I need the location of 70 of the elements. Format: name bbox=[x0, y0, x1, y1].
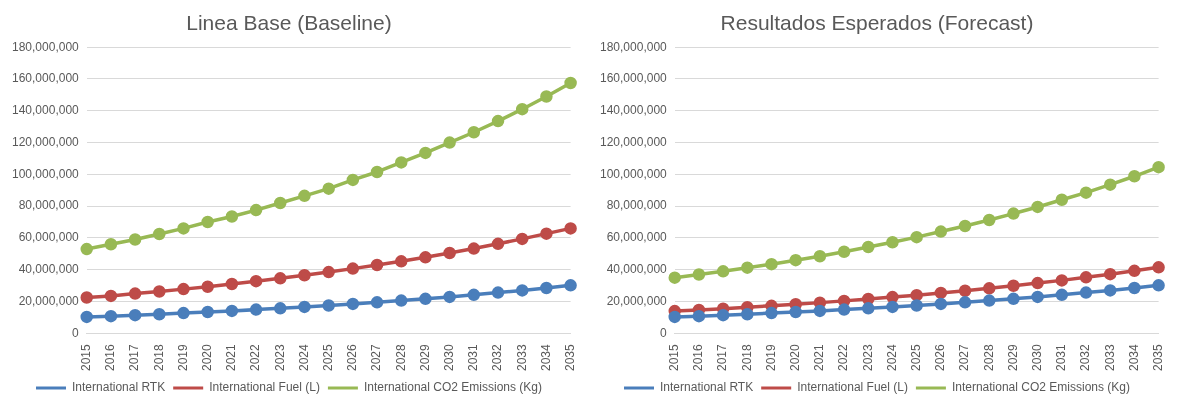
x-tick-label: 2019 bbox=[763, 343, 778, 372]
x-tick-label: 2020 bbox=[200, 343, 215, 372]
x-tick-label: 2030 bbox=[441, 343, 456, 372]
y-tick-label: 80,000,000 bbox=[606, 198, 668, 213]
y-tick-label: 40,000,000 bbox=[606, 262, 668, 277]
legend-label: International CO2 Emissions (Kg) bbox=[951, 380, 1130, 395]
y-tick-label: 100,000,000 bbox=[12, 166, 80, 181]
x-tick-label: 2030 bbox=[1029, 343, 1044, 372]
x-tick-label: 2020 bbox=[788, 343, 803, 372]
x-tick-label: 2015 bbox=[667, 343, 682, 372]
x-tick-label: 2029 bbox=[1005, 343, 1020, 372]
x-tick-label: 2019 bbox=[175, 343, 190, 372]
y-tick-label: 0 bbox=[72, 325, 80, 340]
chart-title: Linea Base (Baseline) bbox=[186, 11, 392, 35]
x-tick-label: 2033 bbox=[514, 343, 529, 372]
y-tick-label: 120,000,000 bbox=[600, 134, 668, 149]
legend-label: International Fuel (L) bbox=[797, 380, 908, 395]
y-tick-label: 160,000,000 bbox=[12, 71, 80, 86]
x-tick-label: 2035 bbox=[562, 343, 577, 372]
y-tick-label: 180,000,000 bbox=[12, 39, 80, 54]
y-tick-label: 140,000,000 bbox=[12, 103, 80, 118]
y-tick-label: 100,000,000 bbox=[600, 166, 668, 181]
x-tick-label: 2024 bbox=[884, 343, 899, 372]
chart-title: Resultados Esperados (Forecast) bbox=[720, 11, 1034, 35]
x-tick-label: 2022 bbox=[836, 343, 851, 372]
x-tick-label: 2031 bbox=[1054, 343, 1069, 372]
y-tick-label: 140,000,000 bbox=[600, 103, 668, 118]
x-tick-label: 2015 bbox=[79, 343, 94, 372]
x-tick-label: 2021 bbox=[812, 343, 827, 372]
y-tick-label: 120,000,000 bbox=[12, 134, 80, 149]
x-tick-label: 2034 bbox=[538, 343, 553, 372]
x-tick-label: 2023 bbox=[272, 343, 287, 372]
x-tick-label: 2023 bbox=[860, 343, 875, 372]
legend-label: International RTK bbox=[72, 380, 166, 395]
x-tick-label: 2016 bbox=[103, 343, 118, 372]
x-tick-label: 2028 bbox=[981, 343, 996, 372]
y-tick-label: 80,000,000 bbox=[18, 198, 80, 213]
x-tick-label: 2028 bbox=[393, 343, 408, 372]
x-tick-label: 2027 bbox=[369, 343, 384, 372]
y-tick-label: 0 bbox=[660, 325, 668, 340]
x-tick-label: 2026 bbox=[345, 343, 360, 372]
y-tick-label: 60,000,000 bbox=[18, 230, 80, 245]
x-tick-label: 2031 bbox=[466, 343, 481, 372]
y-tick-label: 180,000,000 bbox=[600, 39, 668, 54]
x-tick-label: 2018 bbox=[739, 343, 754, 372]
x-tick-label: 2017 bbox=[715, 343, 730, 372]
x-tick-label: 2025 bbox=[908, 343, 923, 372]
x-tick-label: 2026 bbox=[933, 343, 948, 372]
x-tick-label: 2025 bbox=[320, 343, 335, 372]
x-tick-label: 2018 bbox=[151, 343, 166, 372]
x-tick-label: 2034 bbox=[1126, 343, 1141, 372]
x-tick-label: 2027 bbox=[957, 343, 972, 372]
y-tick-label: 20,000,000 bbox=[606, 293, 668, 308]
y-tick-label: 160,000,000 bbox=[600, 71, 668, 86]
x-tick-label: 2017 bbox=[127, 343, 142, 372]
x-tick-label: 2032 bbox=[1078, 343, 1093, 372]
x-tick-label: 2033 bbox=[1102, 343, 1117, 372]
x-tick-label: 2021 bbox=[224, 343, 239, 372]
x-tick-label: 2016 bbox=[691, 343, 706, 372]
y-tick-label: 20,000,000 bbox=[18, 293, 80, 308]
legend-label: International Fuel (L) bbox=[209, 380, 320, 395]
legend-label: International RTK bbox=[660, 380, 754, 395]
x-tick-label: 2032 bbox=[490, 343, 505, 372]
x-tick-label: 2029 bbox=[417, 343, 432, 372]
x-tick-label: 2022 bbox=[248, 343, 263, 372]
y-tick-label: 40,000,000 bbox=[18, 262, 80, 277]
x-tick-label: 2035 bbox=[1150, 343, 1165, 372]
x-tick-label: 2024 bbox=[296, 343, 311, 372]
legend-label: International CO2 Emissions (Kg) bbox=[363, 380, 542, 395]
y-tick-label: 60,000,000 bbox=[606, 230, 668, 245]
